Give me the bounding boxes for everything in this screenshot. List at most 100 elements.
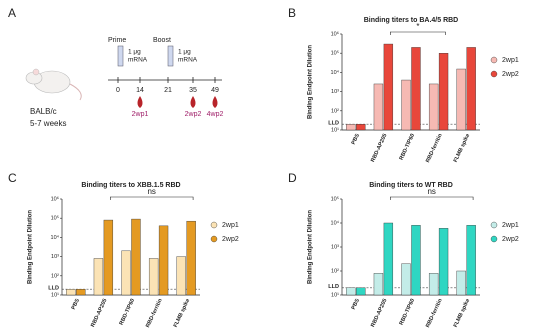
x-tick-label: RBD-AP205	[370, 133, 388, 163]
bar	[401, 263, 411, 296]
legend-swatch	[490, 70, 498, 78]
bar	[383, 222, 394, 296]
mouse-tail	[69, 83, 82, 101]
y-tick-label: 10³	[331, 244, 339, 250]
boost-label: Boost	[153, 37, 171, 44]
x-tick-label: PBS	[351, 298, 361, 311]
significance-bracket	[390, 31, 446, 35]
bar	[356, 124, 366, 131]
x-tick-label: RBD-ferritin	[145, 297, 164, 328]
bar	[411, 225, 421, 296]
bar	[373, 83, 384, 131]
bar	[411, 47, 421, 131]
bar	[176, 256, 186, 296]
x-tick-label: RBD-TIP60	[119, 298, 136, 326]
x-tick-label: RBD-TIP60	[399, 133, 416, 161]
prime-dose: mRNA	[128, 57, 148, 64]
bleed-label: 4wp2	[207, 111, 224, 118]
bar	[93, 258, 104, 296]
legend-swatch	[490, 221, 498, 229]
bar	[103, 219, 114, 296]
bar	[438, 228, 449, 296]
significance-bracket	[110, 196, 194, 200]
bar	[466, 225, 476, 296]
prime-dose: 1 μg	[128, 49, 141, 56]
significance-label: *	[416, 22, 419, 31]
chart-title: Binding titers to BA.4/5 RBD	[364, 17, 459, 24]
lld-label: LLD	[48, 286, 59, 292]
panel-label: B	[288, 6, 296, 20]
y-tick-label: 10⁵	[331, 195, 339, 202]
bar	[456, 270, 466, 296]
panel-label: C	[8, 171, 17, 185]
mouse-strain: BALB/c	[30, 107, 57, 116]
bar	[66, 289, 76, 296]
y-tick-label: 10¹	[331, 292, 339, 298]
timeline-ticks: 0 14 21 35 49 2wp1 2wp2 4wp2	[116, 77, 223, 118]
bleed-label: 2wp2	[185, 111, 202, 118]
timeline-day: 49	[211, 87, 219, 94]
chart-title: Binding titers to WT RBD	[369, 182, 453, 189]
y-tick-label: 10³	[51, 254, 59, 260]
legend-label: 2wp1	[502, 222, 519, 229]
y-tick-label: 10⁵	[331, 50, 339, 57]
legend-label: 2wp2	[502, 236, 519, 243]
significance-bracket	[390, 196, 474, 200]
y-axis-label: Binding Endpoint Dilution	[28, 210, 34, 284]
x-tick-label: RBD-ferritin	[425, 297, 444, 328]
x-tick-label: PBS	[71, 298, 81, 311]
y-tick-label: 10²	[331, 268, 339, 274]
panel-label: A	[8, 6, 16, 20]
legend-swatch	[490, 56, 498, 64]
mouse-ear	[32, 68, 40, 76]
y-tick-label: 10⁶	[51, 195, 59, 202]
y-axis-label: Binding Endpoint Dilution	[308, 45, 314, 119]
bar	[346, 287, 356, 296]
legend-label: 2wp2	[502, 71, 519, 78]
bar	[401, 79, 411, 131]
legend-swatch	[210, 235, 218, 243]
prime-label: Prime	[108, 37, 126, 44]
y-tick-label: 10⁶	[331, 30, 339, 37]
bar	[356, 287, 366, 296]
bar	[158, 225, 169, 296]
bar	[76, 289, 86, 296]
bar	[466, 47, 476, 131]
boost-dose: 1 μg	[178, 49, 191, 56]
y-axis-label: Binding Endpoint Dilution	[308, 210, 314, 284]
y-tick-label: 10⁴	[331, 69, 340, 76]
blood-drop	[137, 96, 143, 108]
panel-a: A BALB/c 5-7 weeks Prime Boost 1 μg mRNA…	[8, 6, 223, 128]
legend-label: 2wp2	[222, 236, 239, 243]
x-tick-label: RBD-AP205	[90, 298, 108, 328]
legend-swatch	[210, 221, 218, 229]
bar	[428, 83, 439, 131]
y-tick-label: 10¹	[331, 127, 339, 133]
y-tick-label: 10⁵	[51, 215, 59, 222]
bar	[346, 124, 356, 131]
blood-drop	[212, 96, 218, 108]
lld-label: LLD	[328, 284, 339, 290]
lld-label: LLD	[328, 121, 339, 127]
chart-title: Binding titers to XBB.1.5 RBD	[81, 182, 180, 189]
legend-swatch	[490, 235, 498, 243]
bar	[428, 273, 439, 296]
x-tick-label: FLMB spike	[453, 298, 471, 329]
x-tick-label: PBS	[351, 133, 361, 146]
boost-dose: mRNA	[178, 57, 198, 64]
syringe	[117, 45, 124, 67]
timeline-day: 21	[164, 87, 172, 94]
bar	[383, 43, 394, 131]
panel-label: D	[288, 171, 297, 185]
bar	[456, 68, 466, 131]
bleed-label: 2wp1	[132, 111, 149, 118]
bar	[131, 218, 141, 296]
x-tick-label: RBD-AP205	[370, 298, 388, 328]
timeline-day: 35	[189, 87, 197, 94]
y-tick-label: 10⁴	[331, 219, 340, 226]
x-tick-label: RBD-ferritin	[425, 132, 444, 163]
mouse-age: 5-7 weeks	[30, 119, 66, 128]
x-tick-label: FLMB spike	[453, 133, 471, 164]
blood-drop	[190, 96, 196, 108]
